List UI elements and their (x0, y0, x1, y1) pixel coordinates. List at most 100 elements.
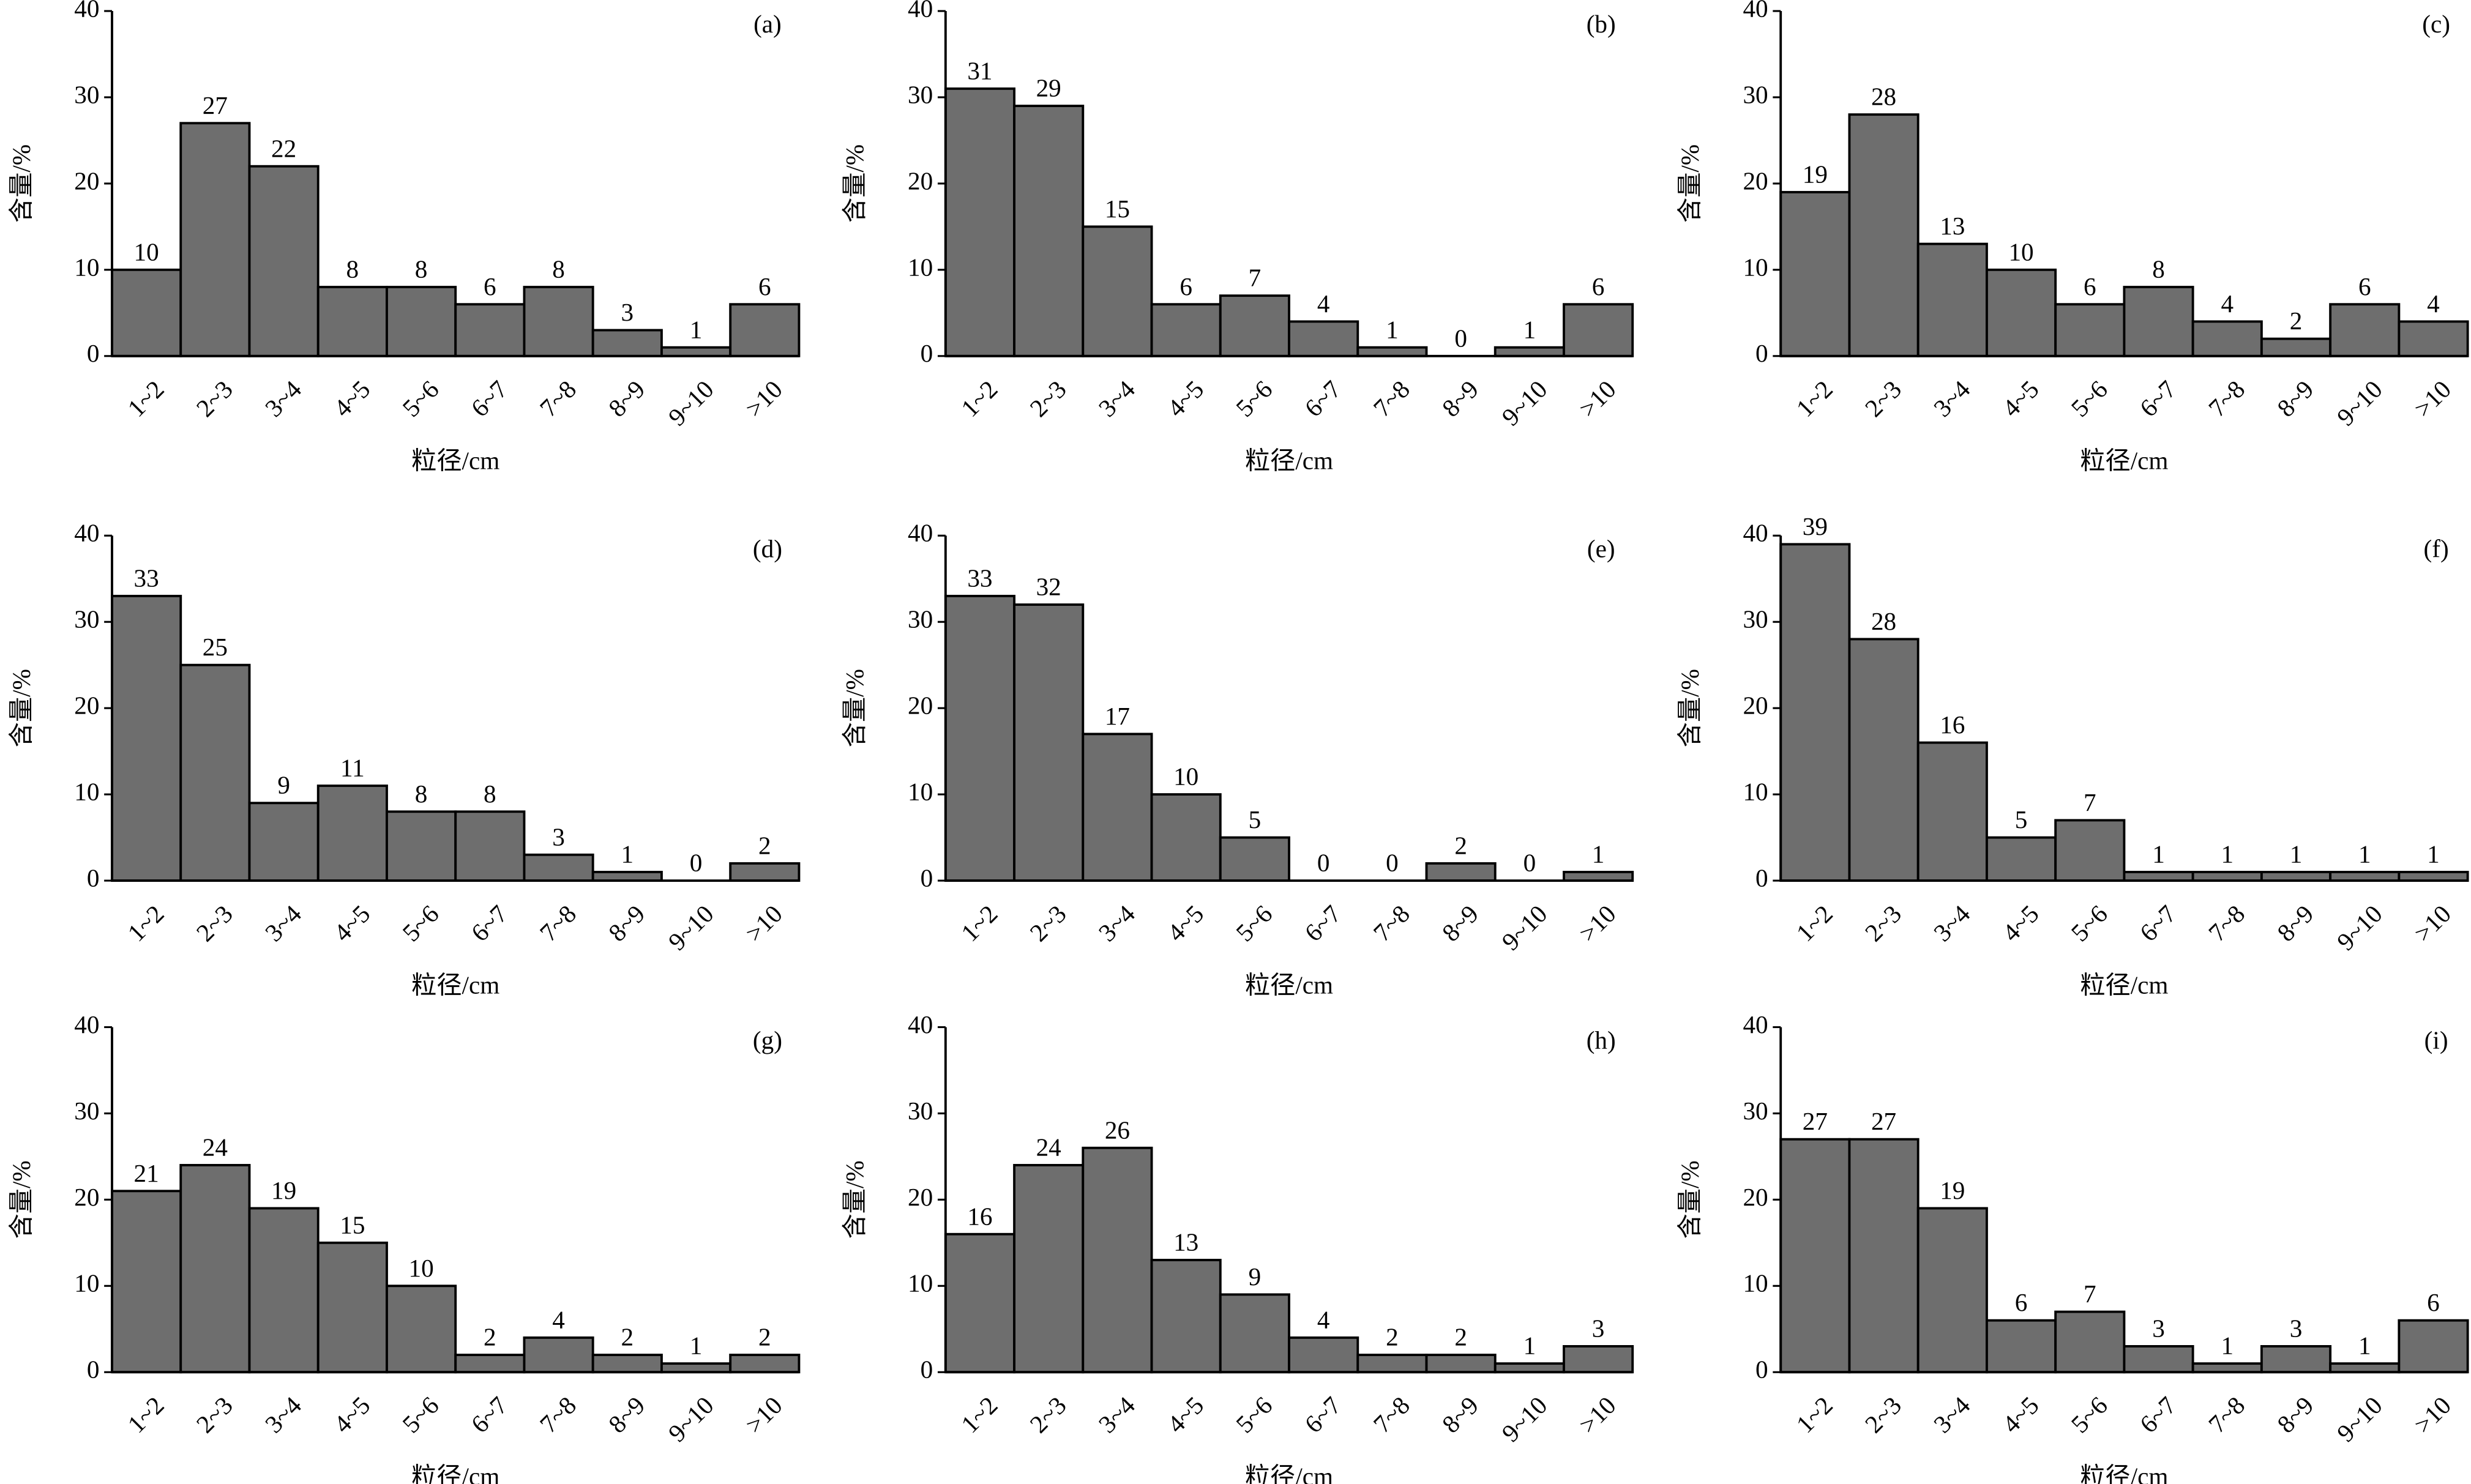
bar (1986, 268, 2057, 357)
y-tick-label: 20 (1743, 692, 1768, 720)
bar (1082, 733, 1153, 882)
y-tick-label: 40 (908, 519, 933, 547)
data-label: 13 (1940, 212, 1965, 240)
data-label: 24 (1036, 1133, 1061, 1161)
y-axis-label: 含量/% (840, 669, 869, 747)
x-tick-label: 5~6 (1230, 900, 1277, 947)
x-tick-label: 2~3 (191, 900, 238, 947)
panel: 331~2322~3173~4104~555~606~707~828~909~1… (840, 519, 1634, 999)
x-tick-label: 1~2 (1791, 900, 1838, 947)
x-axis-label: 粒径/cm (411, 971, 499, 999)
bar (591, 871, 663, 882)
bar (1779, 1138, 1851, 1374)
x-tick-label: 1~2 (122, 900, 169, 947)
data-label: 4 (552, 1305, 565, 1333)
panel: 10 1~2 27 2~3 22 3~4 8 4~5 8 5~6 6 6~7 8 7~8 3 8~9 1 9~10… (7, 0, 801, 474)
panel: 21 1~2 24 2~3 19 3~4 15 4~5 10 5~6 2 6~7 4 7~8 2 8~9 1 9~… (7, 1010, 801, 1484)
data-label: 3 (621, 298, 634, 326)
data-label: 2 (484, 1323, 496, 1351)
data-label: 28 (1871, 607, 1896, 635)
bar (1013, 1164, 1085, 1374)
data-label: 8 (484, 780, 496, 808)
x-tick-label: 4~5 (1162, 1391, 1209, 1438)
data-label: 9 (277, 771, 290, 799)
data-label: 10 (1173, 763, 1198, 791)
bar (2398, 871, 2469, 882)
x-tick-label: 5~6 (1230, 375, 1277, 422)
y-tick-label: 40 (908, 1010, 933, 1038)
data-label: 6 (2015, 1288, 2028, 1316)
x-axis-label: 粒径/cm (2080, 1463, 2168, 1484)
panel: 16 1~2 24 2~3 26 3~4 13 4~5 9 5~6 4 6~7 2 7~8 2 8~9 1 9~1… (840, 1010, 1634, 1484)
bar (111, 1190, 182, 1374)
x-tick-label: 7~8 (1368, 375, 1415, 422)
bar (2123, 1345, 2194, 1374)
data-label: 8 (415, 780, 428, 808)
data-label: 6 (2084, 272, 2096, 300)
data-label: 33 (967, 564, 992, 592)
bar (1288, 320, 1359, 357)
bar (386, 1285, 457, 1374)
data-label: 6 (758, 272, 771, 300)
data-label: 1 (2290, 840, 2303, 868)
bar (2054, 303, 2126, 357)
x-tick-label: 9~10 (1496, 1391, 1552, 1447)
x-axis-label: 粒径/cm (1245, 971, 1333, 999)
data-label: 6 (2358, 272, 2371, 300)
bar (248, 1207, 320, 1374)
data-label: 1 (1592, 840, 1605, 868)
bar (179, 663, 251, 882)
data-label: 4 (1317, 289, 1330, 318)
y-tick-label: 20 (908, 692, 933, 720)
data-label: 24 (203, 1133, 228, 1161)
panel-label: (f) (2424, 534, 2449, 563)
x-axis-label: 粒径/cm (411, 446, 499, 474)
data-label: 3 (552, 822, 565, 851)
x-tick-label: 3~4 (1928, 900, 1975, 947)
x-tick-label: 1~2 (122, 375, 169, 422)
y-tick-label: 0 (87, 1355, 100, 1384)
data-label: 8 (552, 255, 565, 283)
data-label: 19 (1803, 160, 1828, 188)
x-tick-label: 2~3 (1860, 375, 1907, 422)
data-label: 6 (2427, 1288, 2440, 1316)
bar (660, 1362, 732, 1374)
y-tick-label: 40 (74, 519, 99, 547)
x-tick-label: 9~10 (663, 375, 719, 431)
bar (179, 122, 251, 357)
x-tick-label: 8~9 (603, 1391, 650, 1438)
bar (1219, 294, 1290, 357)
y-tick-label: 40 (1743, 1010, 1768, 1038)
x-tick-label: >10 (740, 375, 788, 423)
x-tick-label: >10 (2409, 900, 2456, 947)
bar (2329, 871, 2401, 882)
x-tick-label: 6~7 (2134, 900, 2181, 947)
y-axis-label: 含量/% (840, 1160, 869, 1239)
y-tick-label: 20 (74, 692, 99, 720)
bar (660, 346, 732, 357)
bar (2054, 819, 2126, 882)
bar (316, 286, 388, 357)
y-axis-label: 含量/% (840, 144, 869, 223)
x-tick-label: 5~6 (2065, 900, 2112, 947)
bar (1150, 303, 1222, 357)
data-label: 10 (2008, 237, 2033, 266)
data-label: 6 (484, 272, 496, 300)
x-tick-label: 2~3 (1024, 900, 1071, 947)
x-tick-label: >10 (740, 1391, 788, 1439)
x-tick-label: 6~7 (1299, 1391, 1346, 1438)
data-label: 1 (690, 1332, 703, 1360)
data-label: 26 (1105, 1116, 1130, 1144)
data-label: 0 (1523, 849, 1536, 877)
x-tick-label: 8~9 (1437, 375, 1484, 422)
data-label: 0 (1386, 849, 1399, 877)
bar (591, 329, 663, 357)
panel-label: (e) (1587, 534, 1615, 563)
bar (2191, 320, 2263, 357)
data-label: 32 (1036, 573, 1061, 601)
data-label: 10 (134, 237, 159, 266)
x-tick-label: 6~7 (1299, 375, 1346, 422)
bar (1986, 836, 2057, 882)
bar (1493, 1362, 1565, 1374)
